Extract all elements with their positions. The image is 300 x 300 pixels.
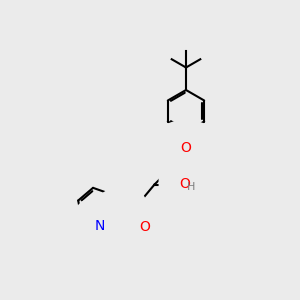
Text: N: N (95, 219, 105, 233)
Text: S: S (118, 209, 127, 223)
Text: O: O (179, 178, 190, 191)
Text: O: O (181, 142, 191, 155)
Text: H: H (187, 182, 195, 192)
Text: O: O (139, 220, 150, 233)
